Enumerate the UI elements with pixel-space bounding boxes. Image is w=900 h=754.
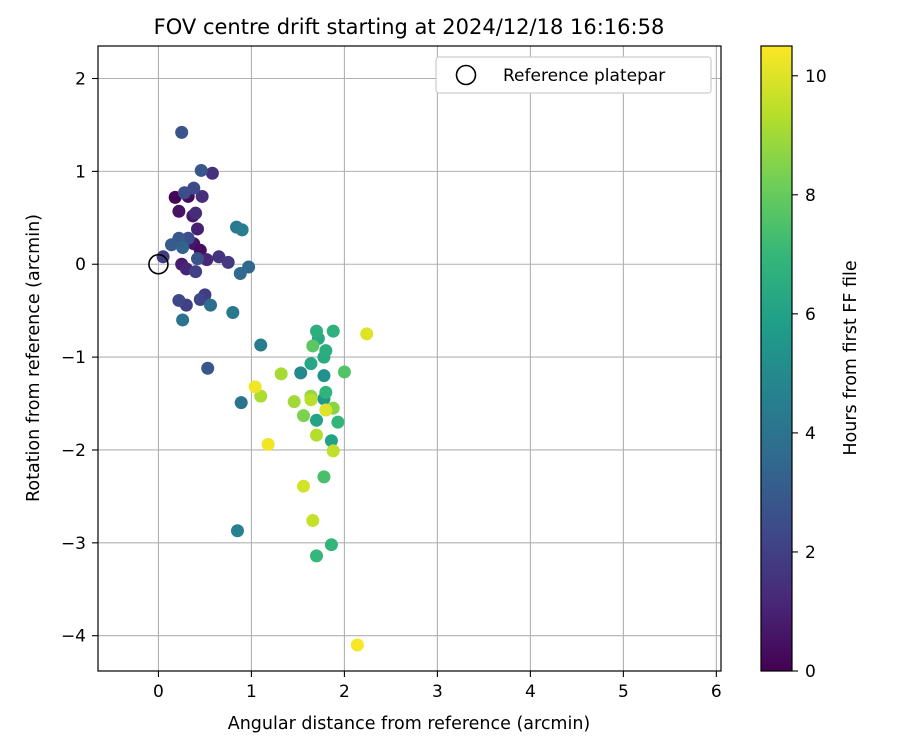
- x-axis-label: Angular distance from reference (arcmin): [228, 714, 591, 734]
- data-point: [189, 206, 203, 220]
- data-point: [226, 306, 240, 320]
- legend-box: [435, 56, 712, 94]
- data-point: [294, 366, 308, 380]
- data-point: [331, 415, 345, 429]
- data-point: [193, 293, 207, 307]
- x-tick-label: 4: [525, 682, 536, 702]
- x-tick-label: 1: [246, 682, 257, 702]
- data-point: [326, 444, 340, 458]
- data-point: [274, 367, 288, 381]
- data-point: [201, 361, 215, 375]
- data-point: [176, 241, 190, 255]
- plot-frame: [97, 45, 722, 672]
- colorbar-tick-label: 0: [805, 662, 816, 682]
- data-point: [319, 344, 333, 358]
- data-point: [175, 125, 189, 139]
- data-point: [304, 393, 318, 407]
- colorbar-tick-label: 4: [805, 424, 816, 444]
- data-point: [287, 395, 301, 409]
- x-tick-label: 5: [618, 682, 629, 702]
- data-point: [235, 223, 249, 237]
- data-point: [172, 204, 186, 218]
- data-point: [319, 403, 333, 417]
- data-point: [189, 265, 203, 279]
- data-point: [205, 166, 219, 180]
- data-point: [306, 514, 320, 528]
- data-point: [306, 339, 320, 353]
- legend-reference-icon: [455, 64, 477, 86]
- data-point: [230, 524, 244, 538]
- y-tick-label: −2: [61, 441, 86, 461]
- colorbar: 0 2 4 6 8 10 Hours from first FF file: [760, 45, 861, 682]
- reference-marker: [148, 253, 169, 275]
- data-point: [310, 428, 324, 442]
- data-point: [248, 380, 262, 394]
- data-point: [221, 255, 235, 269]
- data-point: [254, 338, 268, 352]
- data-point: [190, 222, 204, 236]
- y-tick-label: 1: [75, 162, 86, 182]
- colorbar-ticks: 0 2 4 6 8 10: [792, 67, 827, 682]
- colorbar-label: Hours from first FF file: [841, 260, 861, 455]
- x-tick-label: 0: [153, 682, 164, 702]
- data-point: [296, 409, 310, 423]
- legend: Reference platepar: [435, 56, 712, 94]
- data-point: [317, 369, 331, 383]
- data-point: [296, 479, 310, 493]
- data-point: [317, 470, 331, 484]
- y-tick-label: 2: [75, 70, 86, 90]
- colorbar-gradient: [760, 45, 793, 672]
- y-ticks: 2 1 0 −1 −2 −3 −4: [61, 70, 98, 647]
- colorbar-tick-label: 2: [805, 543, 816, 563]
- data-points: [156, 125, 374, 652]
- y-tick-label: 0: [75, 255, 86, 275]
- data-point: [310, 413, 324, 427]
- data-point: [324, 434, 338, 448]
- data-point: [190, 252, 204, 266]
- x-tick-label: 2: [339, 682, 350, 702]
- data-point: [350, 638, 364, 652]
- y-tick-label: −4: [61, 627, 86, 647]
- data-point: [233, 267, 247, 281]
- data-point: [204, 298, 218, 312]
- x-tick-label: 6: [711, 682, 722, 702]
- y-axis-label: Rotation from reference (arcmin): [24, 214, 44, 502]
- data-point: [176, 313, 190, 327]
- data-point: [310, 549, 324, 563]
- colorbar-tick-label: 8: [805, 186, 816, 206]
- data-point: [337, 365, 351, 379]
- grid: [98, 46, 721, 671]
- colorbar-tick-label: 6: [805, 305, 816, 325]
- data-point: [194, 163, 208, 177]
- x-ticks: 0 1 2 3 4 5 6: [153, 671, 722, 702]
- data-point: [172, 293, 186, 307]
- data-point: [164, 238, 178, 252]
- data-point: [324, 538, 338, 552]
- data-point: [234, 396, 248, 410]
- data-point: [360, 327, 374, 341]
- legend-entry-reference: Reference platepar: [503, 66, 665, 86]
- data-point: [319, 385, 333, 399]
- data-point: [304, 357, 318, 371]
- chart-title: FOV centre drift starting at 2024/12/18 …: [154, 15, 665, 39]
- data-point: [326, 324, 340, 338]
- data-point: [261, 437, 275, 451]
- x-tick-label: 3: [432, 682, 443, 702]
- data-point: [310, 324, 324, 338]
- y-tick-label: −1: [61, 348, 86, 368]
- data-point: [177, 186, 191, 200]
- colorbar-tick-label: 10: [805, 67, 827, 87]
- data-point: [195, 189, 209, 203]
- y-tick-label: −3: [61, 534, 86, 554]
